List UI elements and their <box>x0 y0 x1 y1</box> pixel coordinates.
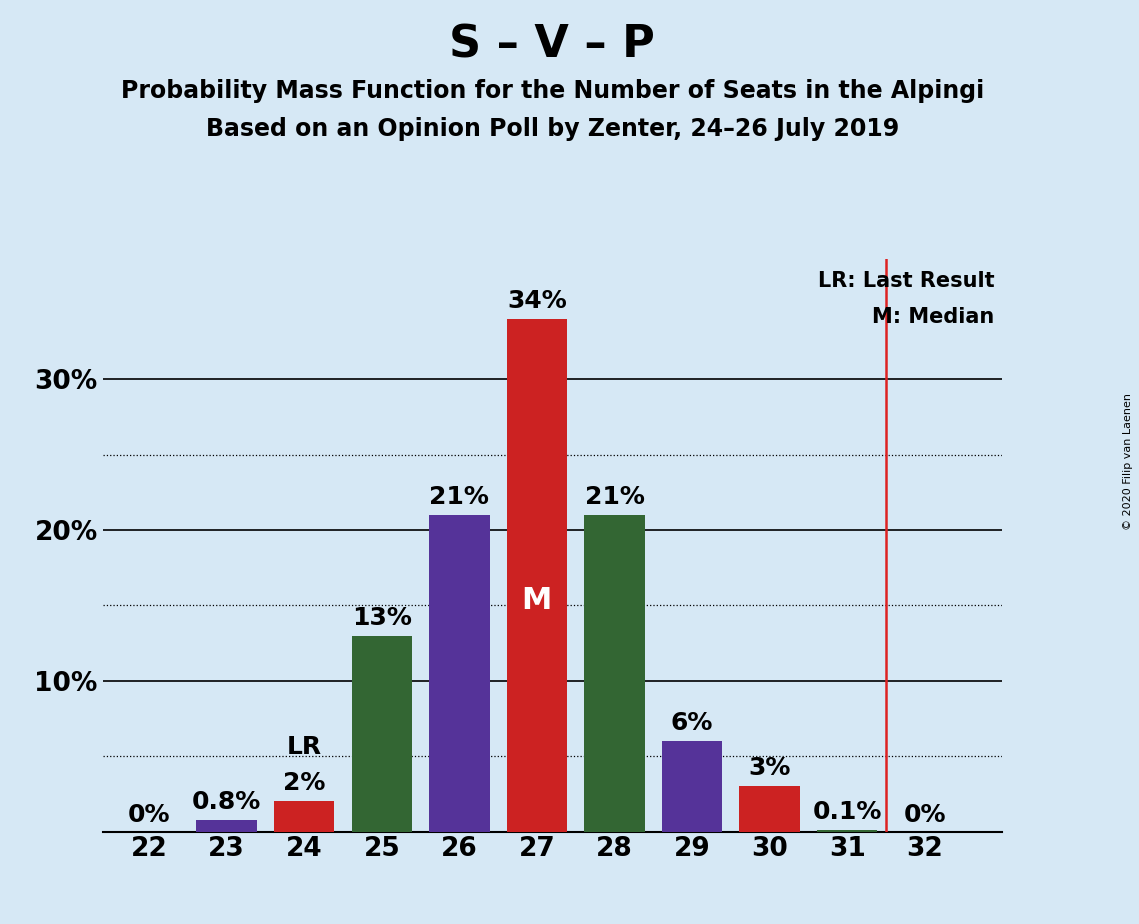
Text: Based on an Opinion Poll by Zenter, 24–26 July 2019: Based on an Opinion Poll by Zenter, 24–2… <box>206 117 899 141</box>
Bar <box>429 515 490 832</box>
Text: 2%: 2% <box>282 772 326 796</box>
Text: 34%: 34% <box>507 289 567 313</box>
Text: 21%: 21% <box>429 485 490 509</box>
Text: © 2020 Filip van Laenen: © 2020 Filip van Laenen <box>1123 394 1133 530</box>
Text: 0%: 0% <box>128 803 171 827</box>
Bar <box>584 515 645 832</box>
Text: 21%: 21% <box>584 485 645 509</box>
Bar <box>817 830 877 832</box>
Text: 0.1%: 0.1% <box>812 800 882 824</box>
Text: Probability Mass Function for the Number of Seats in the Alpingi: Probability Mass Function for the Number… <box>121 79 984 103</box>
Text: S – V – P: S – V – P <box>450 23 655 67</box>
Bar <box>739 786 800 832</box>
Bar <box>352 636 412 832</box>
Text: 0.8%: 0.8% <box>192 789 261 813</box>
Bar <box>507 319 567 832</box>
Text: LR: Last Result: LR: Last Result <box>818 271 994 291</box>
Text: 3%: 3% <box>748 757 790 781</box>
Text: 0%: 0% <box>903 803 947 827</box>
Bar <box>662 741 722 832</box>
Bar <box>196 820 257 832</box>
Text: M: M <box>522 587 552 615</box>
Text: 6%: 6% <box>671 711 713 736</box>
Text: LR: LR <box>287 736 321 760</box>
Text: M: Median: M: Median <box>872 307 994 327</box>
Text: 13%: 13% <box>352 605 411 629</box>
Bar <box>274 801 335 832</box>
